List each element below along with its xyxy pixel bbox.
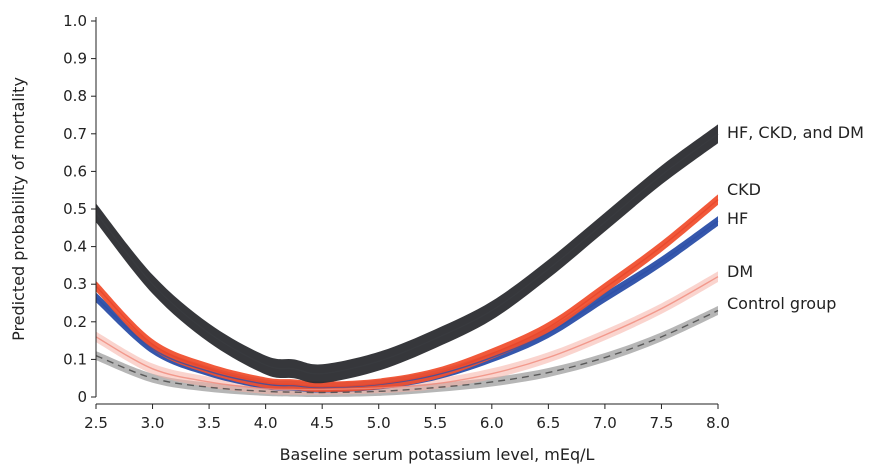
y-tick-label: 0.7 xyxy=(63,125,87,143)
x-tick-label: 2.5 xyxy=(84,414,108,432)
y-tick-label: 0.4 xyxy=(63,238,87,256)
control-group-line xyxy=(95,309,719,394)
y-tick-label: 0.8 xyxy=(63,87,87,105)
hf-ckd-and-dm-line xyxy=(95,133,719,375)
series-label-hf: HF xyxy=(727,209,748,228)
x-tick-label: 4.5 xyxy=(310,414,334,432)
y-tick-label: 0.6 xyxy=(63,162,87,180)
series-lines xyxy=(95,133,719,394)
hf-ckd-and-dm-band xyxy=(96,124,718,384)
x-tick-label: 7.0 xyxy=(593,414,617,432)
y-tick-label: 1.0 xyxy=(63,12,87,30)
confidence-bands xyxy=(96,124,718,398)
x-tick-label: 8.0 xyxy=(706,414,730,432)
y-tick-label: 0 xyxy=(77,388,87,406)
hf-line xyxy=(95,220,719,389)
ckd-line xyxy=(95,199,719,388)
x-tick-label: 6.0 xyxy=(480,414,504,432)
x-tick-label: 4.0 xyxy=(254,414,278,432)
series-label-dm: DM xyxy=(727,262,753,281)
x-tick-label: 3.5 xyxy=(197,414,221,432)
series-label-hf-ckd-and-dm: HF, CKD, and DM xyxy=(727,123,864,142)
y-axis-title: Predicted probability of mortality xyxy=(9,77,28,341)
x-tick-label: 6.5 xyxy=(536,414,560,432)
series-labels: HF, CKD, and DM CKD HF DM Control group xyxy=(727,123,864,313)
dm-line xyxy=(95,276,719,391)
axes: 0 0.1 0.2 0.3 0.4 0.5 0.6 0.7 0.8 0.9 1.0 2.5 3.0 3.5… xyxy=(63,12,730,432)
y-tick-label: 0.3 xyxy=(63,275,87,293)
y-tick-label: 0.5 xyxy=(63,200,87,218)
x-axis-title: Baseline serum potassium level, mEq/L xyxy=(280,445,595,464)
x-tick-label: 3.0 xyxy=(141,414,165,432)
x-tick-label: 5.5 xyxy=(423,414,447,432)
x-tick-label: 5.0 xyxy=(367,414,391,432)
x-tick-label: 7.5 xyxy=(650,414,674,432)
y-tick-label: 0.2 xyxy=(63,313,87,331)
y-tick-label: 0.9 xyxy=(63,50,87,68)
series-label-control-group: Control group xyxy=(727,294,836,313)
ckd-band xyxy=(96,194,718,393)
series-label-ckd: CKD xyxy=(727,180,761,199)
y-tick-label: 0.1 xyxy=(63,350,87,368)
